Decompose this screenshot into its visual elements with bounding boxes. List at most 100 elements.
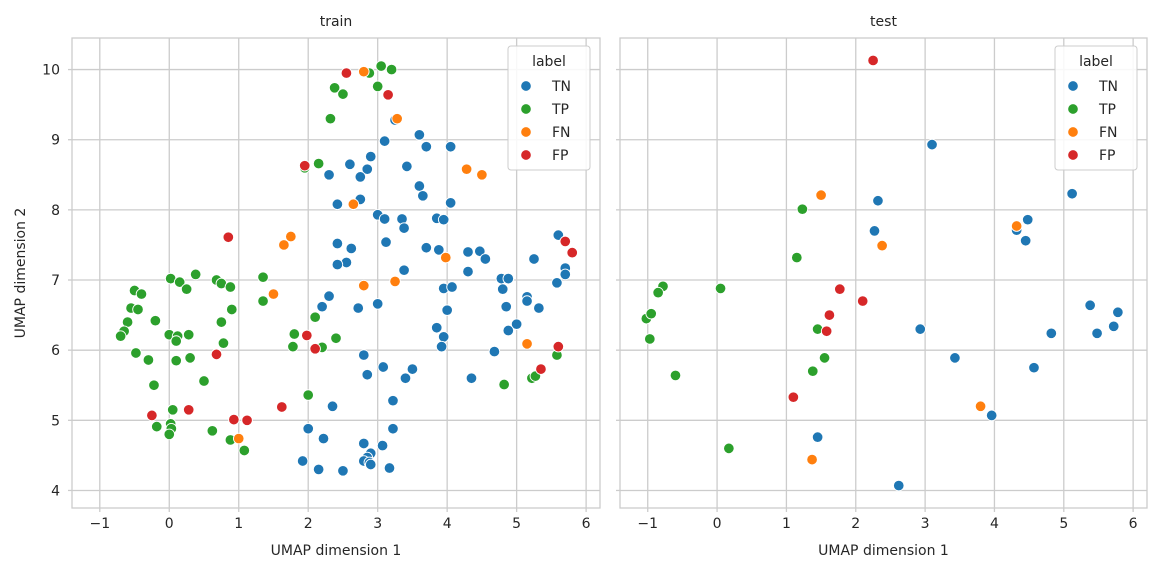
- legend-label-fp: FP: [1099, 148, 1116, 164]
- data-point: [811, 431, 824, 443]
- data-point: [151, 420, 163, 433]
- panel-0: −1 0 1 2 3 4 5 6 4 5 6 7 8 9 10 train UMAP dimension 1 la…: [42, 14, 601, 559]
- data-point: [170, 335, 182, 347]
- data-point: [1045, 327, 1058, 340]
- data-point: [132, 303, 144, 316]
- legend-label-tn: TN: [551, 79, 571, 95]
- data-point: [566, 246, 578, 259]
- data-point: [787, 391, 800, 403]
- data-point: [820, 325, 833, 337]
- data-point: [533, 302, 545, 314]
- panel-title: train: [320, 14, 353, 30]
- data-point: [173, 276, 186, 288]
- data-point: [420, 241, 433, 254]
- data-point: [358, 279, 370, 292]
- data-point: [440, 251, 452, 264]
- data-point: [521, 295, 533, 307]
- data-point: [285, 230, 297, 243]
- data-point: [510, 318, 523, 330]
- data-point: [377, 361, 389, 373]
- data-point: [376, 439, 389, 452]
- data-point: [1019, 234, 1032, 247]
- legend-label-fn: FN: [1099, 125, 1118, 141]
- x-tick-label: 0: [165, 516, 174, 532]
- data-point: [444, 197, 457, 209]
- data-point: [358, 437, 370, 450]
- data-point: [337, 88, 349, 100]
- data-point: [834, 283, 846, 295]
- data-point: [876, 239, 888, 252]
- data-point: [331, 258, 344, 271]
- data-point: [215, 316, 228, 328]
- data-point: [340, 67, 353, 79]
- data-point: [559, 235, 572, 248]
- data-point: [1028, 361, 1040, 374]
- legend-title: label: [1079, 54, 1113, 70]
- data-point: [488, 345, 501, 358]
- plot-frame: [71, 37, 601, 509]
- data-point: [217, 337, 230, 349]
- data-point: [791, 251, 803, 264]
- data-point: [807, 365, 819, 377]
- x-tick-label: 1: [782, 516, 791, 532]
- legend-title: label: [532, 54, 566, 70]
- x-tick-label: 6: [582, 516, 591, 532]
- data-point: [387, 422, 399, 435]
- data-point: [380, 236, 392, 248]
- data-point: [184, 352, 196, 364]
- legend-marker-tp: [1067, 103, 1079, 115]
- data-point: [1107, 320, 1120, 333]
- data-point: [462, 265, 474, 278]
- data-point: [130, 347, 142, 359]
- data-point: [479, 253, 492, 265]
- data-point: [398, 222, 410, 234]
- data-point: [358, 65, 370, 78]
- data-point: [149, 314, 162, 327]
- data-point: [317, 432, 330, 445]
- data-point: [474, 245, 486, 258]
- data-point: [361, 163, 374, 175]
- data-point: [552, 340, 565, 353]
- data-point: [323, 169, 335, 181]
- x-axis-label: UMAP dimension 1: [818, 543, 949, 559]
- data-point: [974, 400, 987, 413]
- data-point: [228, 413, 240, 426]
- data-point: [399, 372, 412, 384]
- data-point: [182, 328, 195, 341]
- data-point: [344, 158, 356, 171]
- panel-title: test: [870, 14, 897, 30]
- data-point: [714, 282, 727, 295]
- panel-1: −1 0 1 2 3 4 5 6 test UMAP dimension 1 label TN TP FN…: [616, 14, 1148, 559]
- series-fn: [232, 65, 533, 445]
- data-point: [551, 277, 563, 289]
- data-point: [446, 281, 458, 293]
- data-point: [163, 428, 176, 441]
- data-point: [413, 180, 426, 192]
- data-point: [496, 283, 509, 295]
- data-point: [559, 268, 572, 281]
- data-point: [328, 82, 341, 94]
- data-point: [148, 379, 160, 391]
- data-point: [652, 286, 664, 299]
- data-point: [535, 363, 547, 375]
- data-point: [354, 171, 367, 183]
- data-point: [257, 271, 269, 283]
- y-tick-label: 9: [51, 133, 60, 149]
- data-point: [521, 338, 533, 350]
- data-point: [1084, 299, 1096, 312]
- y-tick-label: 6: [51, 343, 60, 359]
- data-point: [375, 60, 387, 72]
- data-point: [413, 129, 426, 141]
- y-tick-label: 5: [51, 413, 60, 429]
- data-point: [287, 340, 299, 353]
- data-point: [267, 288, 280, 300]
- data-point: [1021, 213, 1034, 226]
- data-point: [323, 290, 335, 302]
- y-tick-label: 8: [51, 203, 60, 219]
- data-point: [364, 150, 377, 163]
- data-point: [644, 333, 656, 345]
- y-tick-label: 4: [51, 483, 60, 499]
- x-tick-label: 3: [921, 516, 930, 532]
- data-point: [324, 112, 337, 125]
